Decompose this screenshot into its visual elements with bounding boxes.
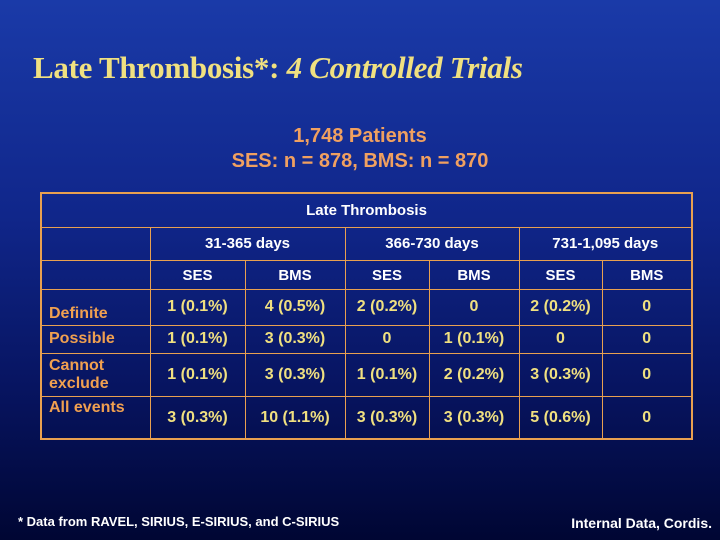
row-label: Cannot exclude <box>40 352 151 398</box>
table-cell: 1 (0.1%) <box>149 289 246 326</box>
table-cell: 0 <box>601 396 693 440</box>
table-cell: 1 (0.1%) <box>428 324 520 354</box>
column-header: SES <box>518 260 603 291</box>
source-note: Internal Data, Cordis. <box>571 515 712 531</box>
table-cell: 1 (0.1%) <box>149 324 246 354</box>
row-label: Definite <box>40 289 151 326</box>
table-cell: 0 <box>428 289 520 326</box>
table-cell: 3 (0.3%) <box>428 396 520 440</box>
table-cell: 0 <box>344 324 430 354</box>
table-cell: 3 (0.3%) <box>244 352 346 398</box>
table-cell: 1 (0.1%) <box>149 352 246 398</box>
table-cell: 5 (0.6%) <box>518 396 603 440</box>
table-cell: 3 (0.3%) <box>344 396 430 440</box>
column-header: BMS <box>428 260 520 291</box>
table-cell: 4 (0.5%) <box>244 289 346 326</box>
column-header: BMS <box>244 260 346 291</box>
row-label: All events <box>40 396 151 440</box>
table-cell: 1 (0.1%) <box>344 352 430 398</box>
column-header: SES <box>344 260 430 291</box>
period-header: 31-365 days <box>149 226 346 262</box>
table-cell: 0 <box>601 352 693 398</box>
late-thrombosis-table: Late Thrombosis 31-365 days 366-730 days… <box>40 192 694 440</box>
table-row: All events 3 (0.3%) 10 (1.1%) 3 (0.3%) 3… <box>40 396 693 440</box>
subtitle-patients: 1,748 Patients <box>293 125 427 147</box>
period-header: 366-730 days <box>344 226 520 262</box>
period-header-row: 31-365 days 366-730 days 731-1,095 days <box>40 226 693 262</box>
table-row: Cannot exclude 1 (0.1%) 3 (0.3%) 1 (0.1%… <box>40 352 693 398</box>
table-caption: Late Thrombosis <box>40 192 693 228</box>
table-cell: 2 (0.2%) <box>344 289 430 326</box>
table-cell: 0 <box>518 324 603 354</box>
table-cell: 3 (0.3%) <box>518 352 603 398</box>
table-cell: 2 (0.2%) <box>428 352 520 398</box>
column-header-row: SES BMS SES BMS SES BMS <box>40 260 693 291</box>
table-cell: 0 <box>601 324 693 354</box>
title-main: Late Thrombosis*: <box>33 50 280 85</box>
column-header: BMS <box>601 260 693 291</box>
row-label: Possible <box>40 324 151 354</box>
table-cell: 3 (0.3%) <box>244 324 346 354</box>
column-header: SES <box>149 260 246 291</box>
footnote: * Data from RAVEL, SIRIUS, E-SIRIUS, and… <box>18 514 340 529</box>
table-cell: 10 (1.1%) <box>244 396 346 440</box>
table-cell: 0 <box>601 289 693 326</box>
blank-cell <box>40 260 151 291</box>
table-cell: 3 (0.3%) <box>149 396 246 440</box>
table-cell: 2 (0.2%) <box>518 289 603 326</box>
period-header: 731-1,095 days <box>518 226 693 262</box>
table-caption-row: Late Thrombosis <box>40 192 693 228</box>
title-italic: 4 Controlled Trials <box>286 50 523 85</box>
subtitle-counts: SES: n = 878, BMS: n = 870 <box>231 150 489 172</box>
table-row: Definite 1 (0.1%) 4 (0.5%) 2 (0.2%) 0 2 … <box>40 289 693 326</box>
blank-cell <box>40 226 151 262</box>
slide-title: Late Thrombosis*: 4 Controlled Trials <box>33 50 523 86</box>
table-row: Possible 1 (0.1%) 3 (0.3%) 0 1 (0.1%) 0 … <box>40 324 693 354</box>
